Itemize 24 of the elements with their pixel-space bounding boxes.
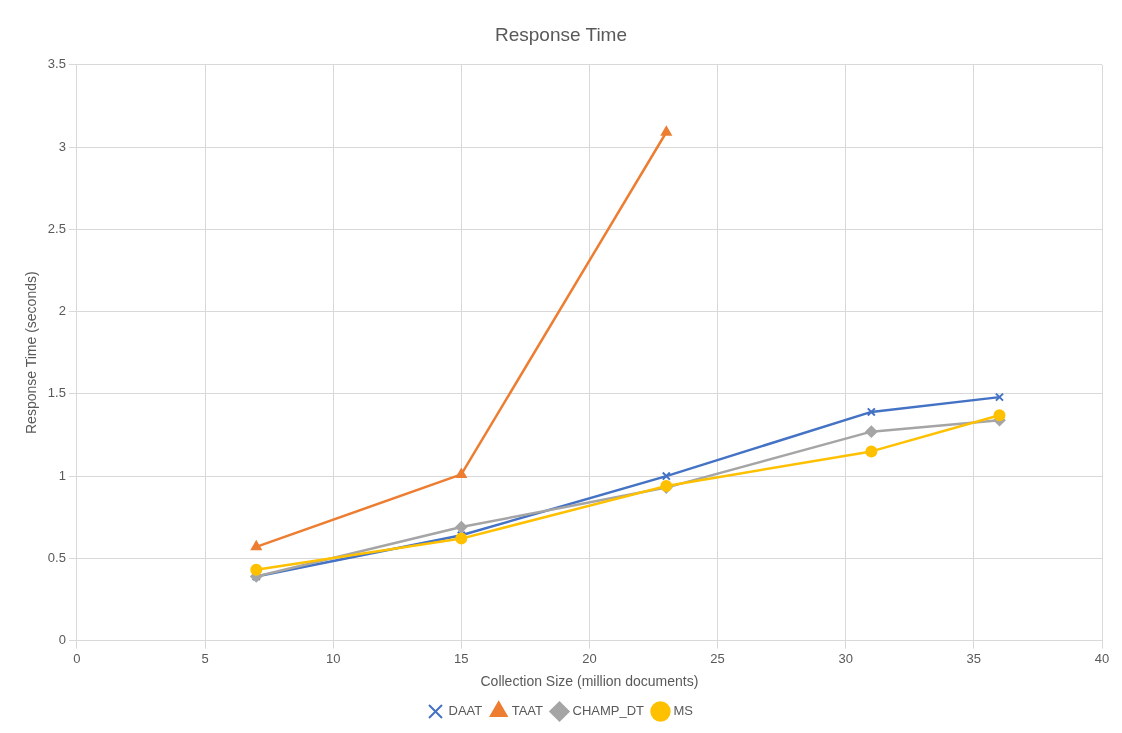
x-tick-label: 10 [325,650,341,666]
legend-label: TAAT [511,703,544,719]
x-tick-label: 20 [582,650,597,666]
y-axis-title: Response Time (seconds) [23,271,40,435]
y-tick-label: 2 [58,303,66,319]
x-tick-label: 25 [710,650,725,666]
y-tick-label: 3 [58,138,66,154]
y-tick-label: 0 [58,632,66,648]
legend-label: MS [673,703,694,719]
legend-label: CHAMP_DT [572,703,645,719]
legend-label: DAAT [448,703,483,719]
y-tick-label: 3.5 [47,56,66,72]
x-tick-label: 30 [838,650,853,666]
y-tick-label: 1.5 [47,385,66,401]
x-tick-label: 0 [73,650,81,666]
x-tick-label: 15 [454,650,469,666]
chart-title: Response Time [494,23,628,45]
x-axis-title: Collection Size (million documents) [480,673,699,690]
x-tick-label: 5 [201,650,209,666]
x-tick-label: 35 [966,650,982,666]
y-tick-label: 2.5 [47,220,66,236]
y-tick-label: 0.5 [47,549,66,565]
x-tick-label: 40 [1094,650,1110,666]
y-tick-label: 1 [58,467,66,483]
